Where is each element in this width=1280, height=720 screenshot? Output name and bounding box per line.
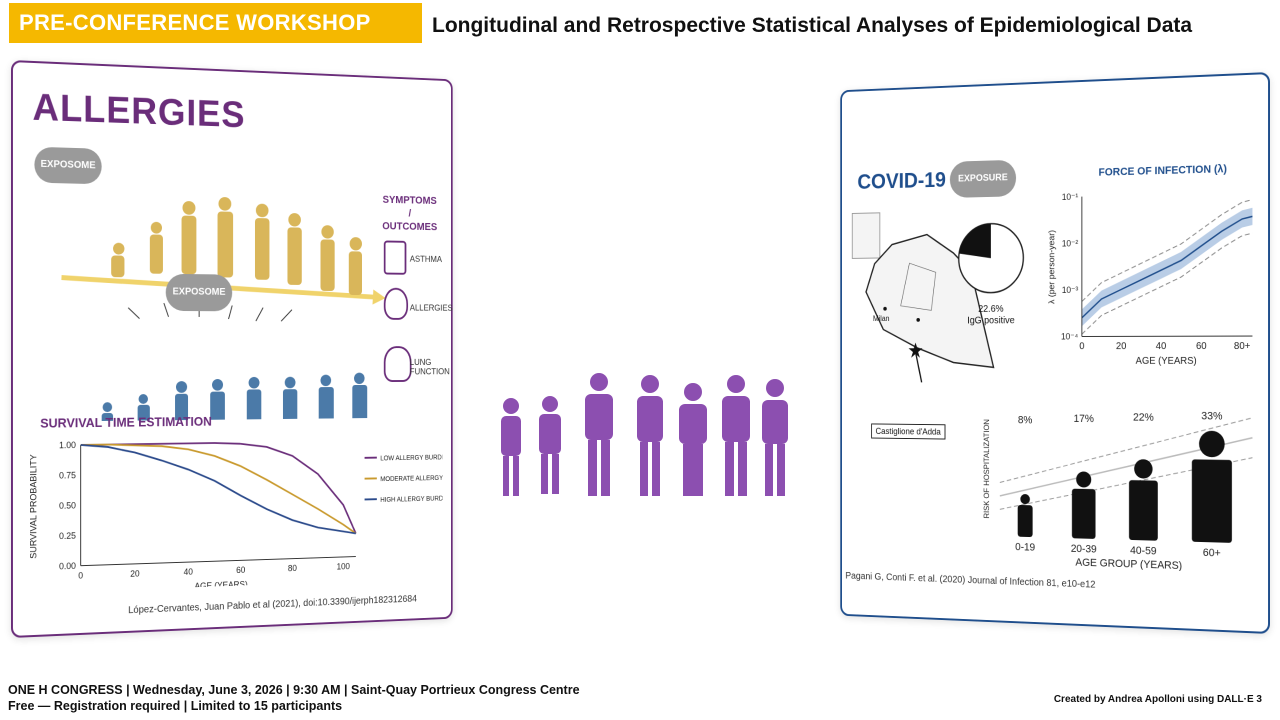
y-tick-label: 10⁻³: [1062, 285, 1078, 295]
image-credit: Created by Andrea Apolloni using DALL·E …: [1054, 694, 1262, 705]
risk-label: 8%: [1018, 414, 1032, 426]
legend-label: MODERATE ALLERGY BURDEN: [380, 475, 442, 484]
exposome-cloud-mid: EXPOSOME: [166, 274, 232, 312]
legend-label: HIGH ALLERGY BURDEN: [380, 495, 442, 503]
x-tick-label: 0: [78, 570, 83, 580]
hospitalization-figure: [1129, 459, 1158, 541]
hospitalization-figure: [1072, 471, 1096, 539]
survival-line: [81, 441, 356, 542]
hospitalization-chart: 8% 0-19 17% 20-39 22% 40-59 33% 60+ AGE GROUP (Y…: [982, 402, 1262, 574]
x-tick-label: 40: [184, 567, 193, 577]
pie-slice-igg-positive: [959, 224, 991, 259]
age-group-label: 60+: [1203, 547, 1221, 560]
risk-label: 17%: [1074, 413, 1094, 425]
risk-label: 33%: [1201, 410, 1222, 423]
pie-label: 22.6% IgG positive: [955, 304, 1027, 327]
x-axis-label: AGE (YEARS): [1136, 356, 1197, 367]
foi-upper-bound: [1082, 200, 1253, 302]
people-group-illustration: [495, 372, 800, 502]
survival-chart: 1.00 0.75 0.50 0.25 0.000 20 40 60 80 100 AGE (YEA…: [23, 428, 443, 593]
figure-body: [1018, 505, 1033, 537]
castiglione-label: Castiglione d'Adda: [871, 423, 945, 439]
x-tick-label: 60: [236, 565, 245, 575]
covid-panel: COVID-19 EXPOSURE Milan Castiglione d'Ad…: [840, 72, 1270, 634]
symptom-allergies: ALLERGIES: [410, 303, 453, 313]
inhaler-icon: [384, 241, 407, 275]
pie-desc: IgG positive: [955, 315, 1027, 327]
figure-head: [1199, 431, 1225, 458]
exposure-label: EXPOSURE: [958, 172, 1008, 184]
y-axis-label: SURVIVAL PROBABILITY: [28, 454, 38, 559]
lungs-icon: [384, 346, 412, 382]
legend-label: LOW ALLERGY BURDEN: [380, 454, 442, 462]
x-tick-label: 40: [1156, 341, 1167, 352]
x-axis-label: AGE (YEARS): [195, 579, 248, 591]
foi-lower-bound: [1082, 233, 1253, 334]
y-tick-label: 0.25: [59, 531, 76, 542]
pie-background: [959, 223, 1024, 293]
figure-body: [1072, 489, 1096, 539]
face-allergy-icon: [384, 288, 408, 320]
x-tick-label: 80: [288, 563, 297, 573]
x-axis: [81, 557, 356, 566]
age-group-label: 40-59: [1130, 544, 1157, 557]
y-tick-label: 10⁻²: [1062, 238, 1078, 248]
y-tick-label: 1.00: [59, 440, 76, 450]
symptom-lung-function: LUNG FUNCTION: [410, 357, 451, 376]
page-title: Longitudinal and Retrospective Statistic…: [432, 14, 1192, 38]
y-tick-label: 0.75: [59, 470, 76, 480]
x-tick-label: 0: [1079, 341, 1084, 352]
exposure-cloud: EXPOSURE: [950, 160, 1016, 198]
symptom-asthma: ASTHMA: [410, 254, 442, 264]
age-group-label: 20-39: [1071, 543, 1097, 556]
foi-title: FORCE OF INFECTION (λ): [1099, 163, 1227, 178]
figure-body: [1192, 459, 1232, 543]
pie-pct: 22.6%: [955, 304, 1027, 316]
y-tick-label: 0.50: [59, 500, 76, 510]
symptoms-title: SYMPTOMS / OUTCOMES: [380, 193, 439, 234]
footer-event-line: ONE H CONGRESS | Wednesday, June 3, 2026…: [8, 683, 580, 697]
workshop-banner: PRE-CONFERENCE WORKSHOP: [9, 3, 422, 43]
covid-heading: COVID-19: [857, 168, 945, 195]
age-group-label: 0-19: [1015, 541, 1035, 554]
x-tick-label: 100: [337, 561, 350, 571]
milan-label: Milan: [873, 314, 890, 323]
right-citation: Pagani G, Conti F. et al. (2020) Journal…: [845, 571, 1095, 591]
igg-pie-chart: [955, 219, 1027, 297]
x-tick-label: 20: [1116, 341, 1126, 352]
hospitalization-figure: [1018, 494, 1033, 537]
y-tick-label: 10⁻¹: [1062, 191, 1078, 202]
risk-label: 22%: [1133, 411, 1154, 424]
y-axis-label: λ (per person-year): [1047, 230, 1057, 304]
figure-head: [1020, 494, 1030, 504]
y-tick-label: 10⁻⁴: [1061, 331, 1078, 341]
survival-title: SURVIVAL TIME ESTIMATION: [40, 414, 212, 431]
figure-head: [1076, 471, 1091, 487]
footer-registration-line: Free — Registration required | Limited t…: [8, 699, 342, 713]
exposome-mid-label: EXPOSOME: [173, 287, 226, 298]
y-tick-label: 0.00: [59, 561, 76, 572]
x-axis-label: AGE GROUP (YEARS): [1075, 556, 1182, 572]
hospitalization-figure: [1192, 431, 1232, 543]
foi-chart: 10⁻¹ 10⁻² 10⁻³ 10⁻⁴0 20 40 60 80+ AGE (YEARS) λ (…: [1043, 182, 1262, 372]
x-tick-label: 60: [1196, 341, 1207, 352]
allergies-panel: ALLERGIES EXPOSOME: [11, 60, 453, 638]
x-tick-label: 20: [130, 569, 139, 579]
left-citation: López-Cervantes, Juan Pablo et al (2021)…: [128, 594, 417, 616]
figure-body: [1129, 480, 1158, 541]
x-tick-label: 80+: [1234, 341, 1251, 352]
y-axis-label: RISK OF HOSPITALIZATION: [983, 419, 991, 519]
